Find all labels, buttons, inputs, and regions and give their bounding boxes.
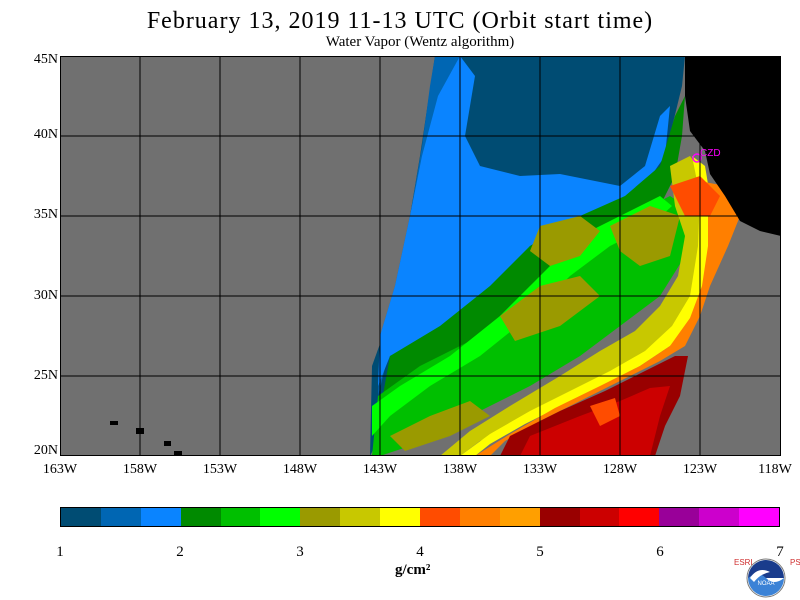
colorbar-segment-14 xyxy=(579,508,620,526)
colorbar-tick-5: 5 xyxy=(536,544,544,560)
swath-olive-patch-1 xyxy=(530,216,600,266)
colorbar-tick-3: 3 xyxy=(296,544,304,560)
colorbar-segment-2 xyxy=(100,508,141,526)
lat-label-40n: 40N xyxy=(33,127,58,142)
colorbar-tick-4: 4 xyxy=(416,544,424,560)
noaa-emblem-icon: NOAA xyxy=(746,558,786,598)
colorbar-segment-16 xyxy=(659,508,700,526)
swath-light-blue xyxy=(378,56,670,386)
colorbar-tick-2: 2 xyxy=(176,544,184,560)
logo-right-letters: PSD xyxy=(790,558,800,567)
colorbar-tick-6: 6 xyxy=(656,544,664,560)
lat-label-35n: 35N xyxy=(33,207,58,222)
colorbar-segment-4 xyxy=(180,508,221,526)
island-3 xyxy=(164,441,171,446)
swath-orange-patch xyxy=(670,176,720,216)
colorbar-segment-1 xyxy=(61,508,101,526)
lon-label-158w: 158W xyxy=(122,462,158,477)
lon-label-153w: 153W xyxy=(202,462,238,477)
land-north-america xyxy=(685,56,781,236)
colorbar-tick-1: 1 xyxy=(56,544,64,560)
swath-olive-patch-2 xyxy=(500,276,600,341)
map-frame xyxy=(60,56,781,456)
colorbar-segment-15 xyxy=(619,508,660,526)
colorbar-tick-7: 7 xyxy=(776,544,784,560)
lon-label-128w: 128W xyxy=(602,462,638,477)
colorbar-segment-10 xyxy=(420,508,460,526)
lat-label-20n: 20N xyxy=(33,443,58,458)
station-marker xyxy=(692,153,702,163)
colorbar-segment-3 xyxy=(140,508,181,526)
logo-center-text: NOAA xyxy=(757,581,774,587)
map-subtitle: Water Vapor (Wentz algorithm) xyxy=(325,34,515,50)
swath-olive-patch-3 xyxy=(390,401,490,451)
station-label: CZD xyxy=(700,148,721,159)
colorbar-segment-17 xyxy=(699,508,740,526)
colorbar-segment-9 xyxy=(380,508,421,526)
lon-label-138w: 138W xyxy=(442,462,478,477)
lon-label-133w: 133W xyxy=(522,462,558,477)
colorbar-units: g/cm² xyxy=(395,562,431,578)
lat-label-30n: 30N xyxy=(33,288,58,303)
colorbar-segment-18 xyxy=(739,508,780,526)
lon-label-123w: 123W xyxy=(682,462,718,477)
map-title: February 13, 2019 11-13 UTC (Orbit start… xyxy=(146,8,654,34)
grid-lines xyxy=(60,56,781,456)
colorbar-segment-5 xyxy=(220,508,261,526)
island-1 xyxy=(110,421,118,425)
swath-red-patch xyxy=(590,398,620,426)
colorbar-segment-8 xyxy=(340,508,381,526)
swath-red xyxy=(520,386,670,456)
lon-label-163w: 163W xyxy=(42,462,78,477)
lon-label-143w: 143W xyxy=(362,462,398,477)
colorbar-segment-11 xyxy=(459,508,500,526)
colorbar-segment-7 xyxy=(300,508,341,526)
noaa-esrl-psd-logo: ESRL PSD NOAA xyxy=(732,556,800,600)
lon-label-148w: 148W xyxy=(282,462,318,477)
colorbar-segment-12 xyxy=(499,508,540,526)
water-vapor-map: CZD xyxy=(60,56,781,456)
lat-label-25n: 25N xyxy=(33,368,58,383)
lon-label-118w: 118W xyxy=(758,462,792,477)
colorbar-segment-13 xyxy=(539,508,580,526)
logo-left-letters: ESRL xyxy=(734,558,755,567)
colorbar-segment-6 xyxy=(260,508,301,526)
swath-olive-patch-4 xyxy=(610,206,680,266)
lat-label-45n: 45N xyxy=(33,52,58,67)
island-4 xyxy=(174,451,182,456)
colorbar xyxy=(60,507,780,527)
